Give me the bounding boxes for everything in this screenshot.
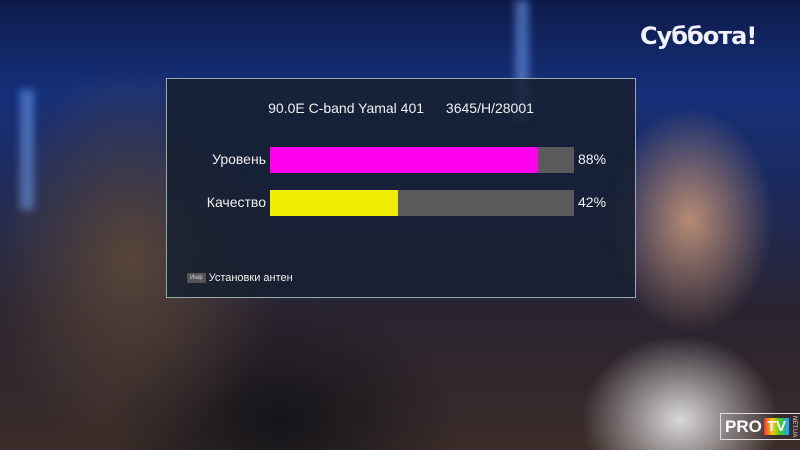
- watermark-net: NET.UA: [791, 416, 798, 438]
- meter-value: 88%: [578, 151, 607, 167]
- satellite-name: 90.0E C-band Yamal 401: [268, 100, 425, 116]
- background-light: [20, 90, 34, 210]
- meter-label: Уровень: [212, 151, 266, 167]
- antenna-settings-hint[interactable]: Инф Установки антен: [187, 272, 293, 284]
- transponder-info: 90.0E C-band Yamal 401 3645/H/28001: [167, 100, 635, 116]
- meter-track: [270, 147, 574, 173]
- meter-value: 42%: [578, 194, 607, 210]
- watermark-pro: PRO: [725, 416, 762, 436]
- channel-logo: Суббота!: [640, 22, 757, 50]
- watermark-logo: PRO TV NET.UA: [720, 413, 800, 441]
- antenna-settings-label: Установки антен: [208, 272, 293, 284]
- meter-fill: [270, 147, 538, 173]
- signal-level-meter: Уровень 88%: [167, 147, 635, 173]
- remote-key-icon: Инф: [187, 273, 206, 283]
- signal-quality-meter: Качество 42%: [167, 190, 635, 216]
- meter-label: Качество: [206, 194, 266, 210]
- watermark-tv: TV: [763, 418, 790, 436]
- meter-fill: [270, 190, 398, 216]
- transponder-params: 3645/H/28001: [445, 100, 534, 116]
- meter-track: [270, 190, 574, 216]
- signal-info-panel: 90.0E C-band Yamal 401 3645/H/28001 Уров…: [166, 78, 636, 298]
